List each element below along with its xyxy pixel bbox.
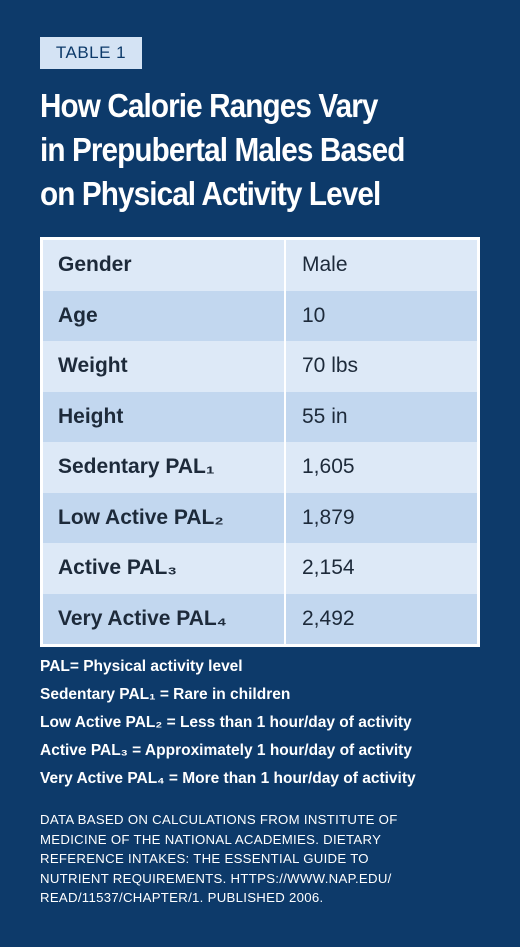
value-cell: 2,492	[302, 606, 355, 630]
footnote-line: REFERENCE INTAKES: THE ESSENTIAL GUIDE T…	[40, 851, 369, 866]
legend-line: Very Active PAL₄ = More than 1 hour/day …	[40, 770, 416, 787]
table: Gender Male Age 10 Weight 70 lbs Height 55 in Se…	[40, 237, 480, 647]
label-cell: Active PAL₃	[43, 543, 286, 594]
title-line: on Physical Activity Level	[40, 175, 381, 212]
label-cell: Height	[43, 391, 286, 442]
legend-line: Low Active PAL₂ = Less than 1 hour/day o…	[40, 714, 412, 731]
value-cell: 1,879	[302, 505, 355, 529]
badge: TABLE 1	[40, 37, 142, 69]
table-row: Sedentary PAL₁ 1,605	[43, 442, 477, 493]
footnote-line: MEDICINE OF THE NATIONAL ACADEMIES. DIET…	[40, 831, 382, 847]
value-cell: 10	[302, 303, 326, 327]
title-line: in Prepubertal Males Based	[40, 131, 405, 168]
table-row: Active PAL₃ 2,154	[43, 543, 477, 594]
legend-line: Active PAL₃ = Approximately 1 hour/day o…	[40, 742, 412, 759]
legend-line: Sedentary PAL₁ = Rare in children	[40, 686, 291, 703]
label-cell: Sedentary PAL₁	[43, 442, 286, 493]
table-row: Very Active PAL₄ 2,492	[43, 593, 477, 644]
label-cell: Age	[43, 290, 286, 341]
value-cell: 55 in	[302, 404, 348, 428]
table-row: Weight 70 lbs	[43, 341, 477, 392]
legend: PAL= Physical activity level Sedentary PA…	[40, 653, 416, 793]
value-cell: Male	[302, 253, 348, 276]
table-row: Age 10	[43, 290, 477, 341]
table-row: Low Active PAL₂ 1,879	[43, 492, 477, 543]
value-cell: 70 lbs	[302, 354, 359, 377]
label-cell: Low Active PAL₂	[43, 492, 286, 543]
label-cell: Very Active PAL₄	[43, 593, 286, 644]
footnote: DATA BASED ON CALCULATIONS FROM INSTITUT…	[40, 810, 398, 908]
footnote-line: READ/11537/CHAPTER/1. PUBLISHED 2006.	[40, 890, 324, 905]
table-row: Gender Male	[43, 240, 477, 291]
legend-line: PAL= Physical activity level	[40, 658, 243, 675]
label-cell: Gender	[43, 240, 286, 291]
title-line: How Calorie Ranges Vary	[40, 87, 378, 124]
value-cell: 2,154	[302, 556, 355, 579]
footnote-line: NUTRIENT REQUIREMENTS. HTTPS://WWW.NAP.E…	[40, 870, 392, 886]
title: How Calorie Ranges Vary in Prepubertal Ma…	[40, 84, 405, 216]
label-cell: Weight	[43, 341, 286, 392]
value-cell: 1,605	[302, 455, 355, 478]
table-row: Height 55 in	[43, 391, 477, 442]
footnote-line: DATA BASED ON CALCULATIONS FROM INSTITUT…	[40, 812, 398, 827]
